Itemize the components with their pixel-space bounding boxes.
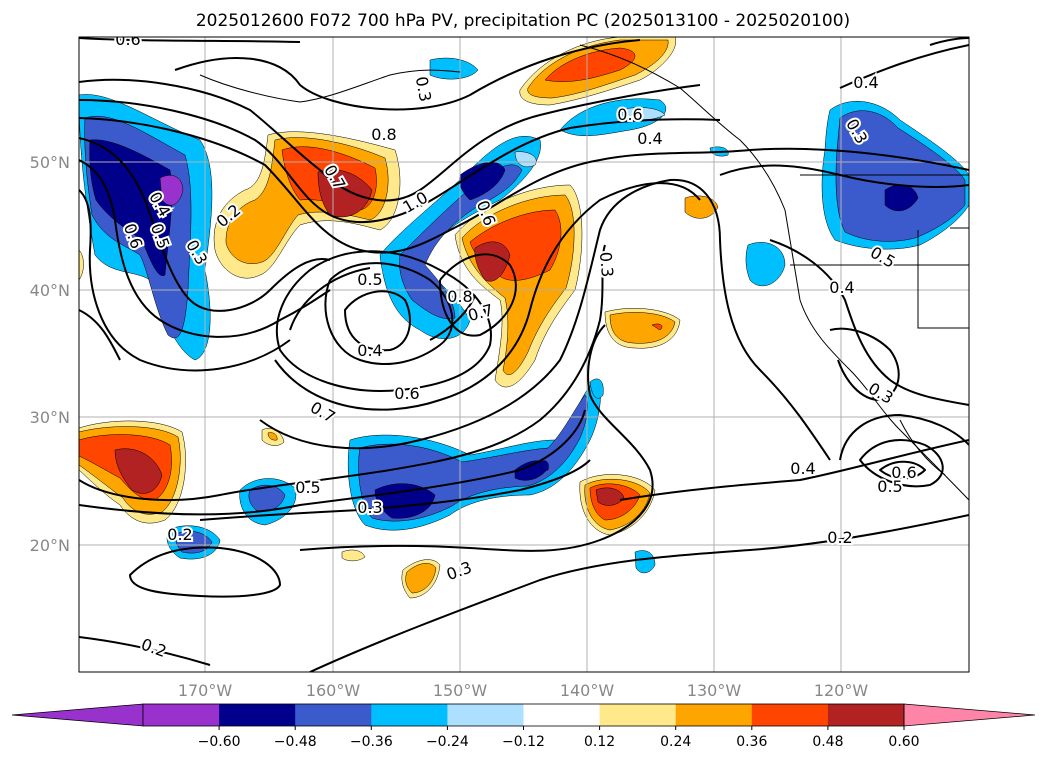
colorbar-bin [295,704,372,726]
contour-label: 0.5 [295,478,320,497]
latitude-labels: 50°N 40°N 30°N 20°N [30,153,70,555]
coastlines [199,44,969,501]
colorbar-bin [371,704,448,726]
colorbar-bin [827,704,905,726]
colorbar-tick-label: 0.48 [812,734,843,750]
colorbar-tick-label: −0.48 [274,734,317,750]
colorbar-bin [751,704,829,726]
contour-label: 0.3 [357,498,382,517]
contour-label: 0.3 [596,251,617,278]
lon-label: 160°W [306,681,361,700]
colorbar-bin [675,704,753,726]
gridlines [79,37,969,672]
colorbar: −0.60 −0.48 −0.36 −0.24 −0.12 0.12 0.24 0.36 0.4… [11,703,1036,750]
colorbar-tick-label: −0.12 [502,734,545,750]
contour-label: 0.6 [891,463,916,482]
lon-label: 120°W [814,681,869,700]
lon-label: 170°W [178,681,233,700]
colorbar-bin [143,704,220,726]
colorbar-tick-label: 0.60 [888,734,919,750]
contour-label: 0.4 [357,341,382,360]
colorbar-tick-label: −0.60 [198,734,241,750]
contour-label: 0.2 [167,525,192,544]
colorbar-tick-label: −0.36 [350,734,393,750]
colorbar-over-triangle [903,703,1036,727]
lat-label: 50°N [30,153,70,172]
contour-label: 0.4 [829,278,854,297]
contour-label: 0.4 [637,129,662,148]
contour-label: 0.5 [357,270,382,289]
map-frame [78,36,970,673]
contour-label: 0.6 [394,384,419,403]
lon-label: 140°W [560,681,615,700]
lon-label: 130°W [687,681,742,700]
map-panel: 0.6 0.3 0.4 0.8 0.6 0.4 0.3 0.7 1.0 0.2 … [78,30,970,673]
contour-label: 0.6 [115,30,140,49]
contour-label: 0.8 [447,287,472,306]
lat-label: 30°N [30,408,70,427]
contour-label: 0.4 [790,459,815,478]
colorbar-bin [447,704,524,726]
colorbar-under-triangle [11,703,144,727]
colorbar-bin [599,704,677,726]
colorbar-bin [219,704,296,726]
longitude-labels: 170°W 160°W 150°W 140°W 130°W 120°W [178,681,869,700]
lat-label: 40°N [30,281,70,300]
colorbar-tick-label: 0.24 [660,734,691,750]
pc-shading [79,37,969,599]
colorbar-bin [523,704,601,726]
figure-title: 2025012600 F072 700 hPa PV, precipitatio… [196,11,850,31]
contour-label: 0.8 [371,125,396,144]
colorbar-tick-label: −0.24 [426,734,469,750]
lat-label: 20°N [30,536,70,555]
contour-label: 0.2 [827,528,852,547]
lon-label: 150°W [433,681,488,700]
contour-label: 0.6 [617,105,642,124]
contour-label: 0.5 [877,477,902,496]
colorbar-tick-label: 0.12 [584,734,615,750]
colorbar-tick-label: 0.36 [736,734,767,750]
contour-label: 0.4 [853,73,878,92]
